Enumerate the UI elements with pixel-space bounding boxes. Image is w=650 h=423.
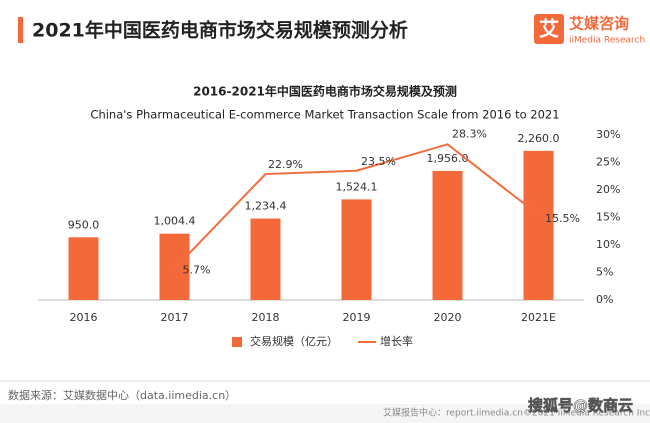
bar-value-label: 1,234.4 — [245, 200, 287, 213]
watermark: 搜狐号@数商云 — [528, 397, 633, 415]
bar-value-label: 1,956.0 — [427, 152, 469, 165]
logo-glyph: 艾 — [539, 17, 559, 41]
footer-report: 艾媒报告中心：report.iimedia.cn — [383, 407, 523, 419]
bar — [159, 233, 190, 300]
x-tick-label: 2020 — [434, 311, 462, 324]
line-value-label: 28.3% — [452, 127, 487, 140]
x-tick-label: 2019 — [343, 311, 371, 324]
y2-tick-label: 25% — [596, 156, 620, 169]
y2-tick-label: 10% — [596, 238, 620, 251]
bar — [250, 218, 281, 300]
bar — [523, 150, 554, 300]
bar-value-label: 2,260.0 — [518, 132, 560, 145]
bar — [432, 170, 463, 300]
growth-line — [173, 143, 540, 270]
y2-tick-label: 20% — [596, 183, 620, 196]
bar-value-label: 950.0 — [68, 218, 100, 231]
source: 数据来源：艾媒数据中心（data.iimedia.cn） — [8, 388, 236, 402]
line-value-label: 22.9% — [268, 158, 303, 171]
y2-tick-label: 5% — [596, 266, 613, 279]
x-tick-label: 2016 — [70, 311, 98, 324]
line-value-label: 23.5% — [361, 155, 396, 168]
page-title: 2021年中国医药电商市场交易规模预测分析 — [32, 19, 408, 42]
chart-title: 2016-2021年中国医药电商市场交易规模及预测 — [193, 84, 457, 99]
line-value-label: 5.7% — [183, 264, 211, 277]
logo-en: iiMedia Research — [569, 36, 645, 46]
y2-tick-label: 30% — [596, 128, 620, 141]
x-tick-label: 2018 — [252, 311, 280, 324]
x-tick-label: 2017 — [161, 311, 189, 324]
legend-swatch — [232, 337, 242, 347]
bar — [68, 237, 99, 300]
bar — [341, 199, 372, 300]
y2-tick-label: 0% — [596, 293, 613, 306]
bar-value-label: 1,004.4 — [154, 215, 196, 228]
legend-label: 增长率 — [380, 334, 413, 348]
bar-value-label: 1,524.1 — [336, 180, 378, 193]
logo-icon — [534, 14, 564, 44]
line-value-label: 15.5% — [545, 212, 580, 225]
logo-cn: 艾媒咨询 — [569, 15, 629, 33]
legend-label: 交易规模（亿元） — [250, 334, 338, 348]
x-tick-label: 2021E — [521, 311, 556, 324]
footer-band — [0, 404, 650, 423]
chart-subtitle: China's Pharmaceutical E-commerce Market… — [90, 108, 559, 122]
header-accent — [18, 17, 23, 43]
y2-tick-label: 15% — [596, 211, 620, 224]
footer-copyright: ©2021 iiMedia Research Inc — [523, 409, 650, 419]
